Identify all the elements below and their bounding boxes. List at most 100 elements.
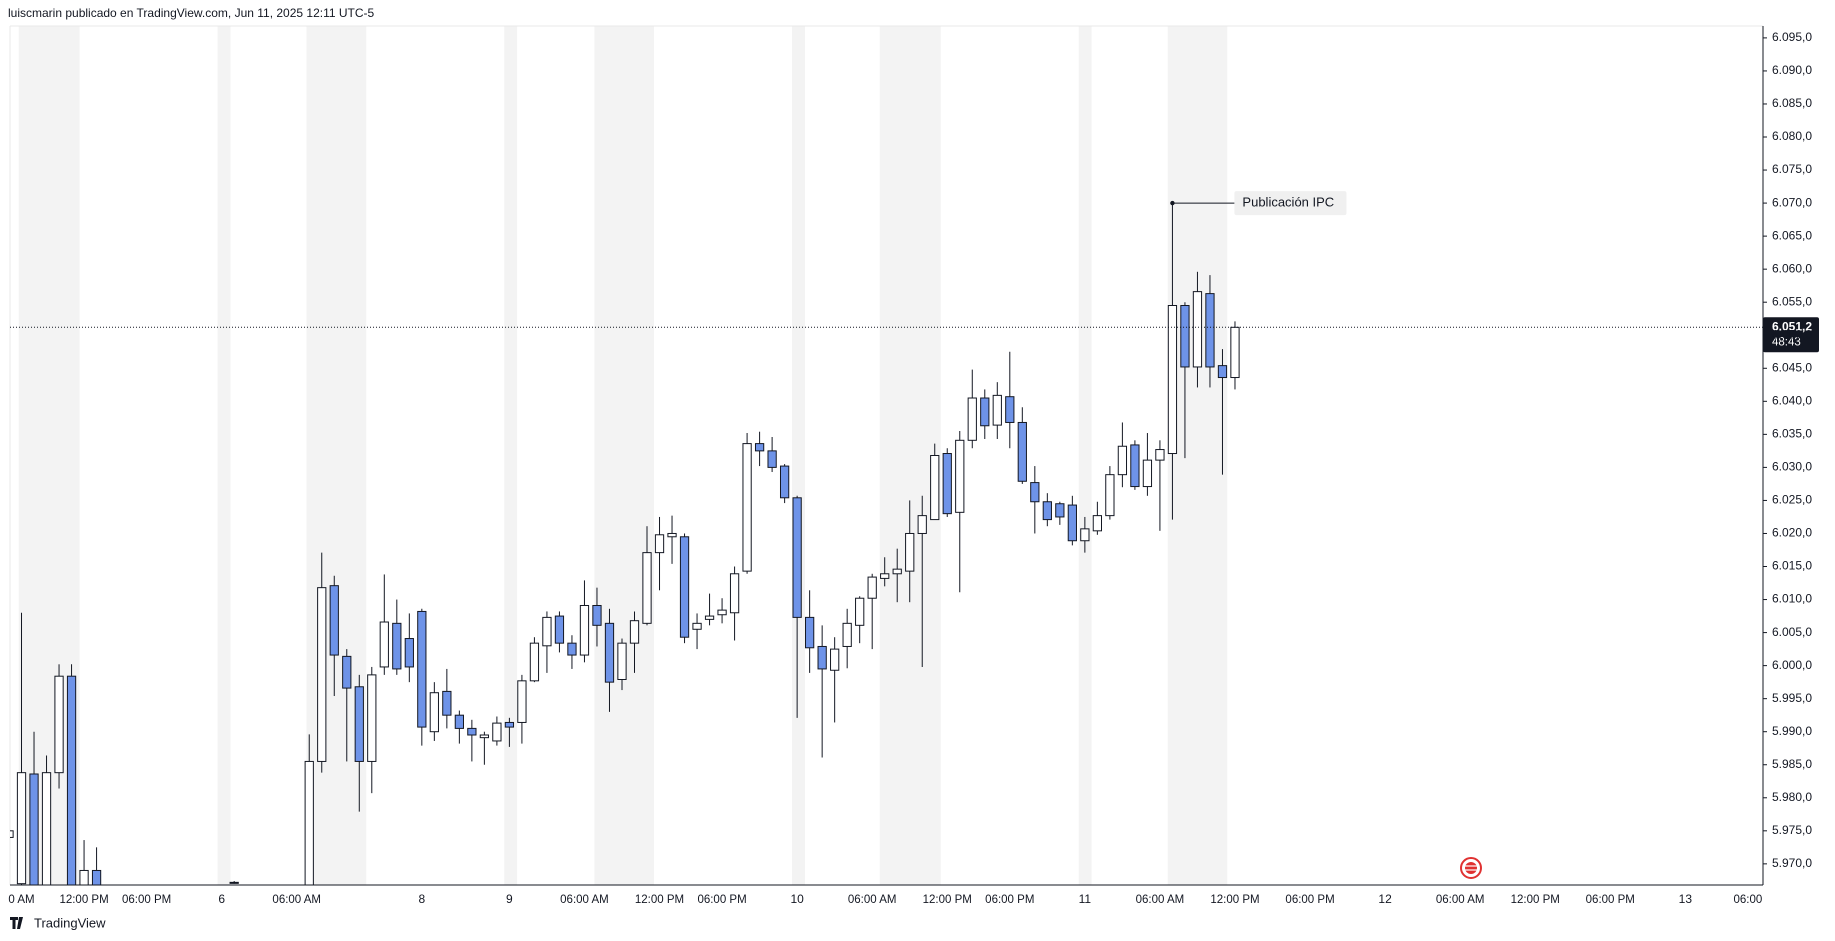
candle-body — [1217, 365, 1228, 379]
x-tick-label: 10 — [790, 892, 804, 906]
candle-body — [955, 439, 965, 513]
overlay: 6.051,2 48:43 Publicación IPC — [1170, 191, 1819, 353]
candle-body — [1092, 515, 1102, 532]
candle-body — [379, 621, 389, 668]
candle-body — [1067, 504, 1077, 542]
candle-body — [767, 450, 777, 468]
x-tick-label: 13 — [1679, 892, 1693, 906]
candle-body — [392, 622, 402, 670]
x-tick-label: 12:00 PM — [635, 894, 684, 906]
candle-body — [617, 642, 627, 681]
last-price-label: 6.051,2 — [1772, 319, 1812, 333]
candle-body — [1230, 326, 1240, 379]
candle-body — [367, 674, 377, 762]
candle-body — [892, 568, 902, 575]
candle-body — [742, 443, 752, 572]
session-band — [1078, 26, 1092, 885]
y-tick-label: 5.985,0 — [1772, 757, 1812, 771]
x-tick-label: 12:00 PM — [59, 894, 108, 906]
y-tick-label: 6.005,0 — [1772, 625, 1812, 639]
x-tick-label: 06:00 AM — [272, 894, 321, 906]
candle-body — [492, 722, 502, 742]
candle-body — [342, 655, 352, 689]
candle-body — [429, 692, 439, 733]
session-band — [594, 26, 654, 885]
candle-body — [1055, 503, 1065, 518]
candle-body — [1017, 421, 1027, 482]
candle-body — [629, 620, 640, 644]
candle-body — [529, 642, 540, 682]
candle-body — [942, 453, 952, 515]
candle-body — [567, 642, 577, 656]
candle-body — [754, 443, 765, 452]
candle-body — [1105, 474, 1115, 517]
x-tick-label: 12:00 PM — [1210, 894, 1259, 906]
candle-body — [1192, 291, 1203, 368]
candle-body — [79, 869, 89, 885]
candle-body — [329, 585, 339, 656]
annotation-label: Publicación IPC — [1242, 195, 1334, 210]
session-band — [1167, 26, 1228, 885]
y-tick-label: 6.080,0 — [1772, 129, 1812, 143]
y-tick-label: 5.975,0 — [1772, 823, 1812, 837]
y-tick-label: 5.980,0 — [1772, 790, 1812, 804]
candle-body — [91, 869, 102, 885]
candle-body — [317, 587, 327, 762]
countdown: 48:43 — [1772, 336, 1801, 348]
candle-body — [1155, 449, 1165, 461]
candle-body — [54, 675, 64, 774]
y-tick-label: 6.030,0 — [1772, 460, 1812, 474]
y-tick-label: 6.090,0 — [1772, 63, 1812, 77]
y-tick-label: 6.025,0 — [1772, 493, 1812, 507]
y-tick-label: 6.060,0 — [1772, 261, 1812, 275]
y-tick-label: 6.035,0 — [1772, 427, 1812, 441]
candle-body — [1042, 501, 1052, 521]
candle-body — [1005, 396, 1015, 423]
candle-body — [16, 772, 27, 885]
y-tick-label: 5.995,0 — [1772, 691, 1812, 705]
candle-body — [729, 573, 740, 614]
x-tick-label: 12:00 PM — [923, 894, 972, 906]
x-tick-label: 8 — [418, 892, 425, 906]
event-flag — [1460, 857, 1482, 879]
annotation-box — [1234, 191, 1347, 216]
candle-body — [817, 645, 827, 670]
candle-body — [479, 734, 490, 739]
session-bands — [18, 26, 1228, 885]
candle-body — [404, 638, 414, 668]
candle-body — [717, 609, 727, 616]
candle-body — [704, 615, 715, 620]
candle-body — [1117, 445, 1128, 476]
candle-body — [442, 690, 452, 716]
candle-body — [504, 721, 515, 728]
x-tick-label: 06:00 PM — [1586, 894, 1635, 906]
x-tick-label: 6 — [218, 892, 225, 906]
candle-body — [880, 573, 890, 579]
candle-body — [1142, 459, 1153, 488]
candle-body — [905, 532, 915, 572]
footer: TradingView — [34, 915, 106, 930]
y-tick-label: 5.970,0 — [1772, 856, 1812, 870]
candle-body — [517, 680, 527, 723]
candle-body — [1030, 482, 1040, 503]
candle-body — [229, 881, 239, 884]
candle-body — [1080, 528, 1090, 542]
y-tick-label: 6.000,0 — [1772, 658, 1812, 672]
candle-body — [41, 772, 52, 885]
y-tick-label: 6.095,0 — [1772, 30, 1812, 44]
candle-body — [354, 686, 364, 762]
y-tick-label: 6.065,0 — [1772, 228, 1812, 242]
footer-logo — [10, 917, 23, 929]
x-tick-label: 06:00 AM — [1436, 894, 1485, 906]
candle-body — [1167, 305, 1178, 455]
candle-body — [842, 622, 852, 647]
session-band — [217, 26, 231, 885]
x-tick-label: 06:00 AM — [848, 894, 897, 906]
candle-body — [454, 714, 464, 729]
candle-body — [667, 532, 677, 538]
plot-area — [10, 203, 1763, 885]
candle-body — [29, 773, 39, 885]
x-tick-label: 06:00 PM — [697, 894, 746, 906]
x-tick-label: 06:00 PM — [985, 894, 1034, 906]
